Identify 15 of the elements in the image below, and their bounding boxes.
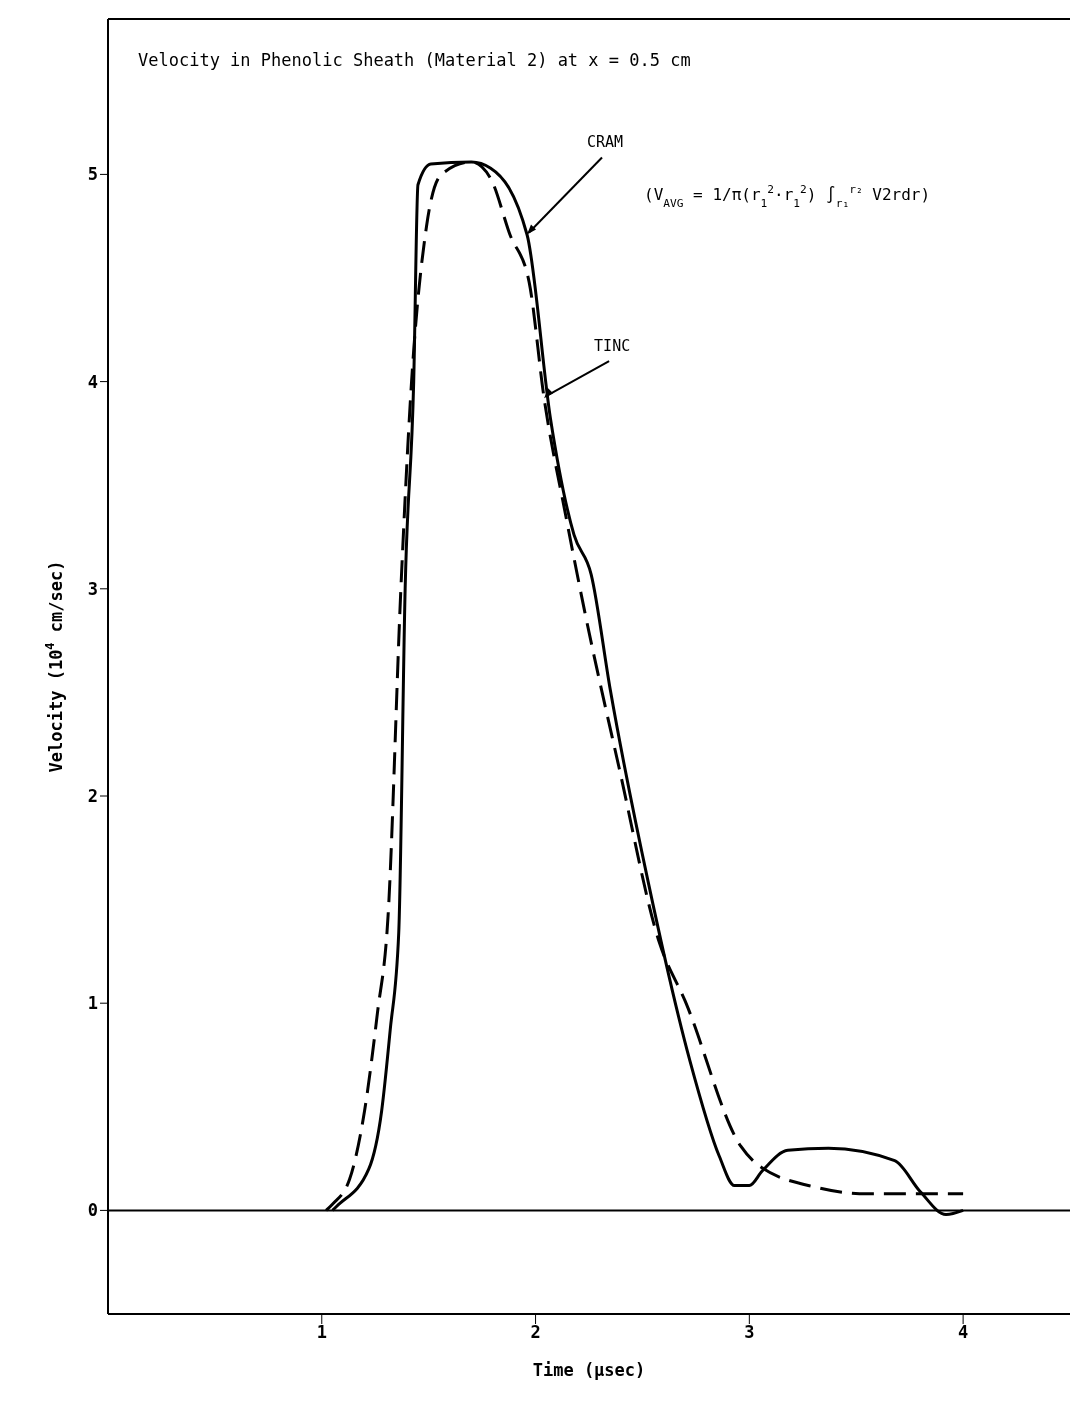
x-tick-label: 1 (316, 1322, 327, 1343)
text: (V$_{AVG}$ = 1/π(r$_{1}$$^{2}$·r$_{1}$$^{2}$) ∫$_{r₁}$$^{r₂}$ V2rdr) (644, 182, 931, 211)
x-tick-label: 2 (530, 1322, 541, 1343)
annotation: TINC (594, 337, 631, 356)
x-tick-label: 3 (744, 1322, 755, 1343)
annotation: CRAM (587, 133, 624, 152)
y-tick-label: 1 (87, 993, 98, 1014)
y-tick-label: 0 (87, 1200, 98, 1221)
text: Velocity in Phenolic Sheath (Material 2) at x = 0.5 cm (138, 50, 691, 70)
y-tick-label: 3 (87, 578, 98, 599)
x-tick-label: 4 (957, 1322, 969, 1343)
y-tick-label: 4 (87, 371, 98, 392)
y-tick-label: 5 (87, 164, 98, 185)
y-tick-label: 2 (87, 786, 98, 807)
x-axis-title: Time (μsec) (532, 1360, 646, 1380)
